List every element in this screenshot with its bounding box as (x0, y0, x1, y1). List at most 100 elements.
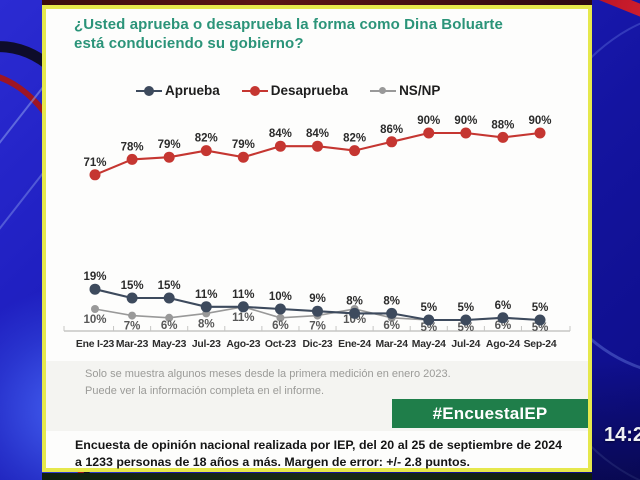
data-point (128, 311, 137, 320)
data-point (237, 301, 249, 313)
data-label: 6% (272, 320, 289, 332)
data-point (423, 127, 435, 139)
data-label: 10% (269, 291, 292, 303)
data-label: 78% (121, 141, 144, 153)
chart-legend: Aprueba Desaprueba NS/NP (46, 83, 588, 98)
data-point (274, 140, 286, 152)
data-point (274, 303, 286, 315)
nsnp-marker-icon (370, 86, 397, 96)
x-tick-label: Jul-23 (192, 339, 221, 350)
data-label: 8% (383, 295, 400, 307)
data-label: 8% (198, 318, 215, 330)
x-tick-label: Mar-23 (116, 339, 149, 350)
data-point (349, 307, 361, 319)
x-tick-label: May-23 (152, 339, 186, 350)
data-point (423, 314, 435, 326)
data-label: 6% (495, 320, 512, 332)
desaprueba-marker-icon (241, 85, 268, 96)
data-point (89, 169, 101, 181)
data-label: 5% (458, 322, 475, 334)
x-tick-label: Sep-24 (524, 339, 557, 350)
data-point (163, 151, 175, 163)
data-point (312, 140, 323, 152)
data-label: 84% (269, 128, 292, 140)
data-point (386, 136, 398, 148)
data-label: 5% (532, 322, 549, 334)
top-dark-strip (42, 0, 592, 5)
data-label: 90% (528, 115, 551, 127)
page-title: ¿Usted aprueba o desaprueba la forma com… (74, 16, 503, 53)
data-point (460, 127, 472, 139)
legend-label: Desaprueba (270, 83, 349, 98)
data-point (126, 153, 138, 165)
data-label: 11% (195, 289, 217, 301)
data-label: 10% (343, 314, 366, 326)
data-label: 15% (158, 280, 181, 292)
data-point (497, 131, 509, 143)
data-point (534, 314, 546, 326)
data-label: 9% (309, 293, 326, 305)
data-point (89, 283, 101, 295)
x-tick-label: May-24 (412, 339, 446, 350)
survey-note: Encuesta de opinión nacional realizada p… (75, 438, 562, 470)
data-label: 19% (83, 271, 106, 283)
data-label: 11% (232, 289, 254, 301)
data-point (276, 313, 285, 322)
footnote-line2: Puede ver la información completa en el … (85, 385, 325, 397)
data-point (200, 301, 212, 313)
data-label: 7% (124, 321, 141, 333)
data-label: 79% (232, 139, 255, 151)
data-label: 84% (306, 128, 329, 140)
bottom-dark-strip (42, 473, 592, 480)
data-point (91, 305, 99, 313)
data-label: 90% (417, 115, 440, 127)
data-label: 79% (158, 139, 181, 151)
legend-item-aprueba: Aprueba (136, 83, 220, 98)
data-point (460, 314, 472, 326)
data-label: 90% (454, 115, 477, 127)
data-label: 71% (83, 157, 106, 169)
background-shade (592, 360, 640, 480)
x-tick-label: Ene-24 (338, 339, 371, 350)
data-label: 5% (458, 302, 475, 314)
hashtag-badge: #EncuestaIEP (392, 399, 588, 428)
data-point (497, 312, 509, 324)
aprueba-marker-icon (136, 85, 162, 96)
data-label: 82% (195, 133, 218, 145)
x-tick-label: Mar-24 (376, 339, 409, 350)
data-point (312, 305, 323, 317)
clock: 14:2 (604, 424, 640, 446)
data-point (237, 151, 249, 163)
footnote-line1: Solo se muestra algunos meses desde la p… (85, 368, 451, 380)
legend-label: Aprueba (165, 83, 220, 98)
data-label: 5% (420, 322, 437, 334)
data-label: 15% (121, 280, 144, 292)
legend-item-nsnp: NS/NP (370, 83, 440, 98)
chart-area: Ene I-23 Mar-23 May-23 Jul-23 Ago-23 Oct-23 Di… (46, 105, 588, 367)
legend-label: NS/NP (399, 83, 441, 98)
data-label: 11% (232, 312, 254, 324)
legend-item-desaprueba: Desaprueba (241, 83, 349, 98)
data-point (349, 145, 361, 157)
data-label: 88% (491, 119, 514, 131)
x-tick-label: Jul-24 (451, 339, 480, 350)
data-point (200, 145, 212, 157)
data-point (163, 292, 175, 304)
poll-panel: ¿Usted aprueba o desaprueba la forma com… (42, 5, 592, 472)
data-label: 82% (343, 133, 366, 145)
data-label: 7% (309, 321, 326, 333)
x-tick-label: Dic-23 (303, 339, 333, 350)
data-label: 8% (346, 295, 363, 307)
data-label: 86% (380, 124, 403, 136)
x-tick-label: Ago-23 (226, 339, 260, 350)
data-label: 10% (83, 314, 106, 326)
x-tick-label: Oct-23 (265, 339, 297, 350)
data-point (534, 127, 546, 139)
data-label: 6% (495, 300, 512, 312)
x-tick-label: Ago-24 (486, 339, 520, 350)
data-label: 6% (383, 320, 400, 332)
data-label: 5% (420, 302, 437, 314)
poll-chart: Ene I-23 Mar-23 May-23 Jul-23 Ago-23 Oct-23 Di… (63, 115, 571, 350)
data-point (126, 292, 138, 304)
